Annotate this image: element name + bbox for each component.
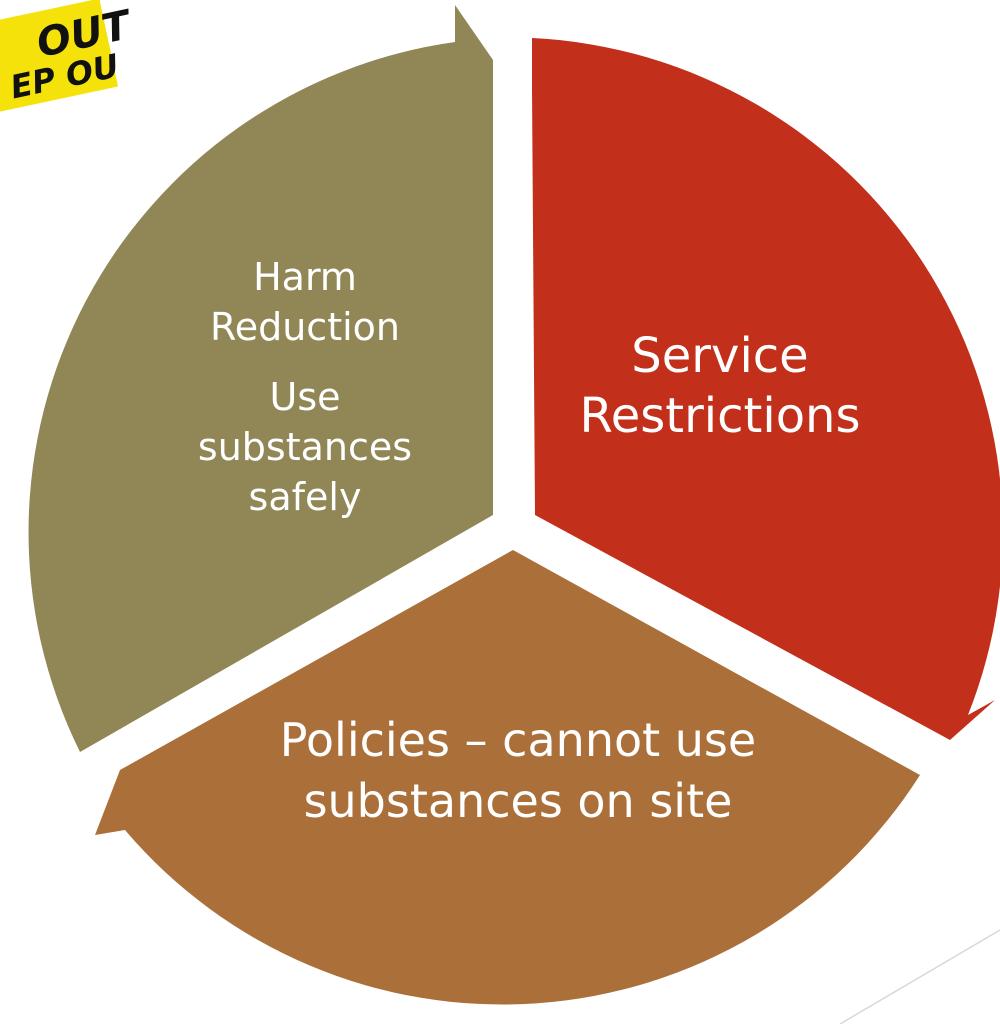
segment-title: Harm Reduction xyxy=(175,252,435,352)
caution-tape: OUT EP OU xyxy=(0,0,144,114)
segment-title: Service Restrictions xyxy=(540,326,900,446)
segment-subtitle: Use substances safely xyxy=(175,372,435,522)
page: OUT EP OU Harm Reduction Use substances … xyxy=(0,0,1000,1024)
segment-title: Policies – cannot use substances on site xyxy=(258,710,778,832)
slide-line xyxy=(840,930,1000,1024)
cycle-diagram: OUT EP OU xyxy=(0,0,1000,1024)
